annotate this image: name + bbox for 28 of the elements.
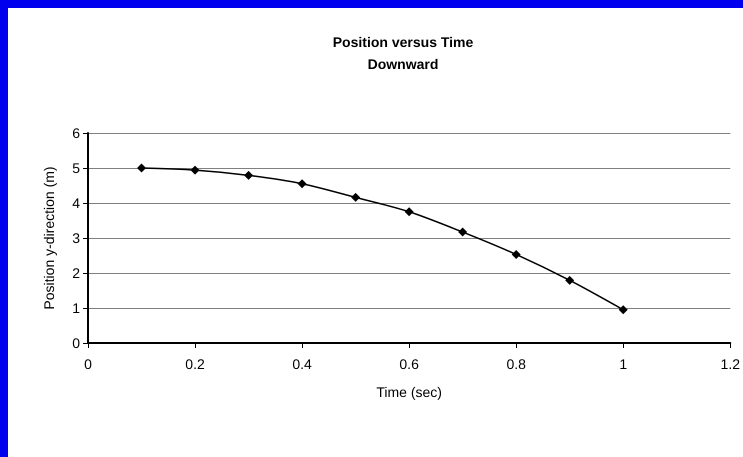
point (190, 166, 200, 175)
y-tick-label: 2 (72, 265, 80, 281)
y-axis-title: Position y-direction (m) (41, 166, 57, 310)
point (618, 305, 628, 314)
x-tick-label: 1 (619, 356, 628, 372)
chart-subtitle: Downward (368, 56, 438, 72)
point (512, 250, 521, 259)
x-tick-label: 0.4 (292, 356, 312, 372)
x-tick-label: 0.8 (506, 356, 526, 372)
y-tick-label: 3 (72, 230, 80, 246)
point (565, 276, 574, 285)
point (244, 170, 254, 180)
y-tick-label: 6 (72, 125, 80, 141)
y-tick-label: 5 (72, 160, 80, 176)
point (351, 192, 360, 202)
y-tick-label: 0 (72, 335, 80, 351)
point (458, 228, 468, 237)
x-axis-title: Time (sec) (376, 384, 442, 400)
x-tick-label: 1.2 (720, 356, 740, 372)
x-tick-label: 0.6 (399, 356, 420, 372)
y-tick-label: 4 (72, 195, 80, 211)
point (404, 207, 414, 216)
point (298, 179, 307, 188)
x-tick-label: 0.2 (185, 356, 205, 372)
point (137, 164, 146, 172)
chart-title: Position versus Time (332, 34, 474, 50)
y-tick-label: 1 (72, 300, 80, 316)
x-tick-label: 0 (84, 356, 92, 372)
